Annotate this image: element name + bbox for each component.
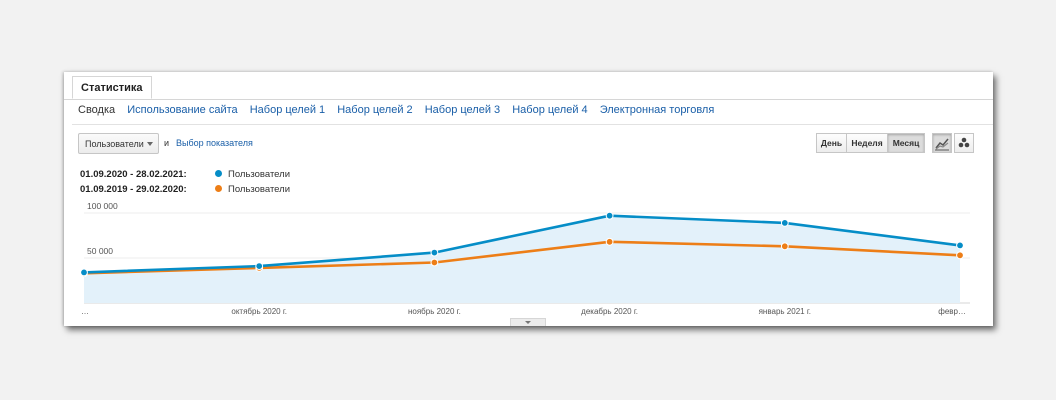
y-tick-label: 50 000	[87, 246, 113, 256]
expand-chart-tab[interactable]	[510, 318, 546, 326]
and-label: и	[164, 138, 170, 148]
chevron-down-icon	[525, 321, 531, 324]
data-point	[956, 251, 964, 260]
x-tick-label: …	[81, 307, 89, 316]
report-subnav: Сводка Использование сайта Набор целей 1…	[78, 104, 723, 116]
line-chart-icon	[935, 138, 949, 151]
motion-chart-view-button[interactable]	[954, 133, 974, 153]
x-tick-label: ноябрь 2020 г.	[408, 307, 461, 316]
subnav-site-usage[interactable]: Использование сайта	[127, 104, 238, 116]
tab-statistics[interactable]: Статистика	[72, 76, 152, 99]
subnav-goal-set-4[interactable]: Набор целей 4	[512, 104, 588, 116]
y-tick-label: 100 000	[87, 201, 118, 211]
series-line-previous	[83, 240, 961, 275]
subnav-goal-set-2[interactable]: Набор целей 2	[337, 104, 413, 116]
line-chart-view-button[interactable]	[932, 133, 952, 153]
data-point	[80, 268, 88, 277]
data-point	[780, 242, 789, 251]
data-point	[255, 262, 264, 270]
subnav-goal-set-1[interactable]: Набор целей 1	[249, 104, 326, 116]
legend-range-current: 01.09.2020 - 28.02.2021:	[80, 169, 187, 180]
x-tick-label: январь 2021 г.	[759, 307, 811, 316]
legend-dot-current	[215, 170, 222, 177]
x-tick-label: декабрь 2020 г.	[581, 307, 638, 316]
data-point	[780, 219, 789, 227]
legend-dot-previous	[215, 185, 222, 192]
subnav-ecommerce[interactable]: Электронная торговля	[599, 104, 715, 116]
subnav-summary[interactable]: Сводка	[78, 104, 116, 116]
chevron-down-icon	[147, 142, 153, 146]
data-point	[605, 237, 614, 246]
period-week-button[interactable]: Неделя	[846, 133, 888, 153]
pick-metric-link[interactable]: Выбор показателя	[176, 138, 253, 148]
series-line-current	[83, 214, 961, 274]
motion-chart-icon	[958, 137, 970, 148]
line-chart: 100 000 50 000 … октябрь 2020 г. ноябрь 2020…	[80, 201, 970, 316]
metric-select-value: Пользователи	[85, 139, 144, 149]
data-point	[956, 241, 964, 250]
stats-card: Статистика Сводка Использование сайта На…	[64, 72, 993, 326]
data-point	[605, 211, 614, 220]
legend-name-current: Пользователи	[228, 169, 291, 180]
legend-name-previous: Пользователи	[228, 184, 291, 195]
divider	[72, 124, 993, 125]
data-point	[430, 248, 439, 257]
series-area-current	[84, 215, 960, 303]
subnav-goal-set-3[interactable]: Набор целей 3	[424, 104, 501, 116]
period-day-button[interactable]: День	[816, 133, 847, 153]
x-tick-label: февр…	[938, 307, 966, 316]
tab-bar: Статистика	[64, 72, 993, 100]
metric-select[interactable]: Пользователи	[78, 133, 159, 154]
x-tick-label: октябрь 2020 г.	[231, 307, 287, 316]
data-point	[430, 258, 439, 267]
legend-range-previous: 01.09.2019 - 29.02.2020:	[80, 184, 187, 195]
period-month-button[interactable]: Месяц	[887, 133, 925, 153]
